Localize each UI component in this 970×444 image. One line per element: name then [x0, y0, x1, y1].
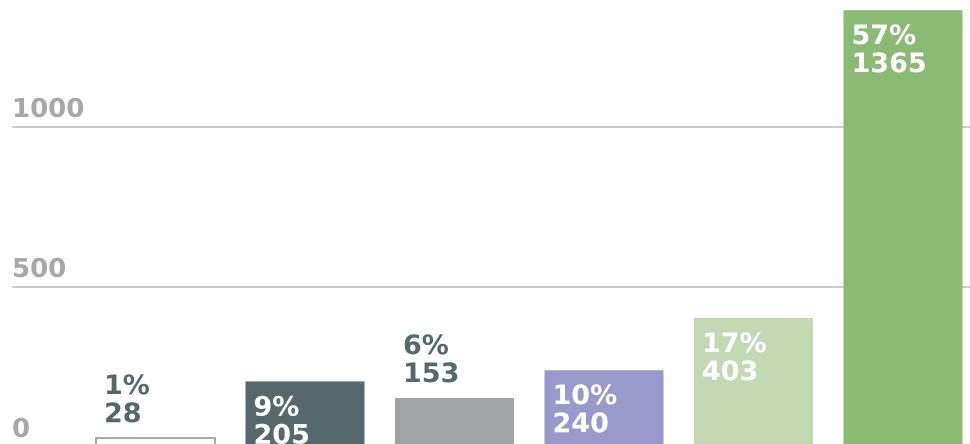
percent-label: 17%	[702, 328, 767, 359]
percent-label: 10%	[553, 380, 618, 411]
percent-label: 6%	[403, 330, 449, 361]
y-tick-label: 500	[12, 254, 66, 284]
value-label: 240	[553, 408, 609, 439]
value-label: 28	[104, 398, 142, 429]
value-label: 205	[254, 419, 310, 444]
value-label: 403	[702, 356, 758, 387]
bar	[843, 10, 963, 444]
value-label: 1365	[852, 48, 927, 79]
value-label: 153	[403, 358, 459, 389]
percent-label: 1%	[104, 370, 150, 401]
bar	[395, 398, 514, 444]
y-tick-label: 1000	[12, 94, 84, 124]
bar	[95, 437, 216, 444]
percent-label: 57%	[852, 20, 917, 51]
bar	[245, 381, 365, 444]
y-tick-label: 0	[12, 414, 30, 444]
percent-label: 9%	[254, 391, 300, 422]
bar	[694, 318, 813, 444]
bar	[544, 370, 664, 444]
